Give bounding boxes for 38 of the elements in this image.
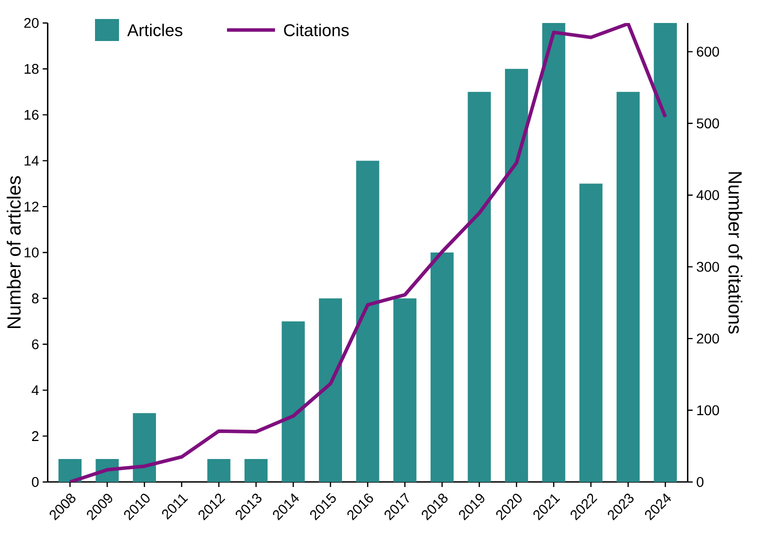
line-series	[68, 22, 668, 482]
legend-label: Articles	[127, 24, 182, 36]
bar	[318, 298, 342, 482]
bar	[282, 321, 305, 482]
y-tick-label: 16	[24, 110, 39, 120]
bar	[542, 22, 566, 482]
y2-tick-label: 0	[696, 477, 704, 487]
y2-axis-title: Number of citations	[728, 172, 742, 334]
y2-tick-label: 600	[696, 46, 720, 57]
y2-tick-label: 500	[696, 118, 720, 128]
y-tick-label: 4	[32, 385, 39, 395]
bar	[616, 92, 640, 482]
y-tick-label: 18	[24, 64, 39, 74]
y-tick-label: 6	[32, 339, 39, 350]
bar	[132, 413, 156, 482]
y-tick-label: 2	[32, 431, 38, 441]
y-tick-label: 10	[24, 248, 39, 258]
y-tick-label: 12	[24, 202, 38, 212]
legend-label: Citations	[284, 24, 349, 36]
bar	[579, 184, 602, 482]
y2-tick-label: 400	[696, 190, 720, 200]
bar	[356, 160, 380, 482]
y2-tick-label: 200	[696, 334, 720, 344]
bar	[58, 459, 82, 482]
y-tick-label: 20	[24, 18, 39, 28]
bar	[654, 22, 677, 482]
y-tick-label: 14	[24, 156, 39, 166]
bar	[430, 252, 454, 482]
y-axis-title: Number of articles	[6, 176, 21, 328]
bar	[504, 68, 528, 482]
y-tick-label: 8	[32, 293, 39, 304]
bar	[207, 459, 230, 482]
y2-tick-label: 300	[696, 262, 720, 272]
bar	[393, 298, 416, 482]
bar	[244, 459, 268, 482]
y-tick-label: 0	[32, 477, 39, 487]
y2-tick-label: 100	[697, 405, 720, 416]
bar	[468, 92, 491, 482]
